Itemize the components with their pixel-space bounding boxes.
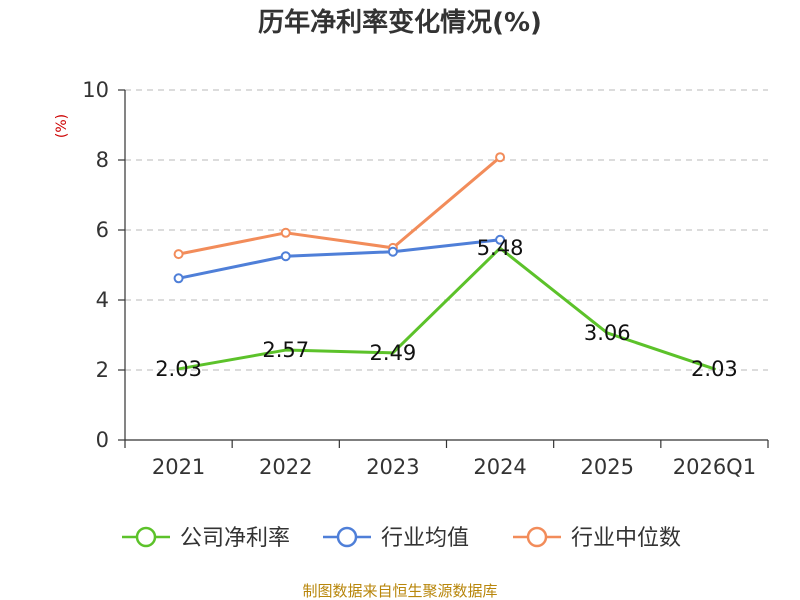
- x-tick-label: 2026Q1: [673, 455, 756, 479]
- series-point-1: [280, 251, 291, 262]
- source-note: 制图数据来自恒生聚源数据库: [302, 582, 497, 600]
- grid-lines: [125, 89, 768, 371]
- y-tick-label: 2: [96, 358, 109, 382]
- series-point-1: [387, 246, 398, 257]
- legend: 公司净利率 行业均值 行业中位数: [122, 526, 681, 551]
- x-tick-label: 2024: [473, 455, 526, 479]
- chart-title: 历年净利率变化情况(%): [258, 7, 542, 38]
- data-labels: 2.03 2.57 2.49 5.48 3.06 2.03: [155, 236, 738, 381]
- data-label: 2.49: [370, 341, 417, 365]
- legend-label: 公司净利率: [180, 526, 290, 551]
- series-point-2: [495, 152, 506, 163]
- y-tick-label: 6: [96, 218, 109, 242]
- series-point-2: [173, 249, 184, 260]
- series-point-1: [495, 234, 506, 245]
- data-label: 5.48: [477, 236, 524, 260]
- legend-marker: [336, 526, 358, 548]
- data-label: 2.03: [691, 357, 738, 381]
- y-axis-unit: (%): [54, 114, 70, 138]
- legend-marker: [526, 526, 548, 548]
- series-point-1: [173, 273, 184, 284]
- series-line-1: [177, 238, 502, 280]
- y-tick-label: 4: [96, 288, 109, 312]
- data-label: 3.06: [584, 321, 631, 345]
- data-label: 2.57: [262, 338, 309, 362]
- x-tick-labels: 2021 2022 2023 2024 2025 2026Q1: [152, 455, 756, 479]
- data-label: 2.03: [155, 357, 202, 381]
- legend-marker: [135, 526, 157, 548]
- y-tick-labels: 0 2 4 6 8 10: [82, 78, 109, 452]
- axes: [118, 89, 769, 448]
- series-line-2: [177, 155, 502, 256]
- y-tick-label: 8: [96, 148, 109, 172]
- y-tick-label: 0: [96, 428, 109, 452]
- legend-label: 行业均值: [381, 526, 469, 551]
- x-tick-label: 2025: [581, 455, 634, 479]
- series-group: [173, 152, 716, 371]
- y-tick-label: 10: [82, 78, 109, 102]
- x-tick-label: 2023: [366, 455, 419, 479]
- legend-label: 行业中位数: [571, 526, 681, 551]
- series-point-2: [280, 227, 291, 238]
- series-line-0: [177, 246, 716, 371]
- x-tick-label: 2022: [259, 455, 312, 479]
- x-tick-label: 2021: [152, 455, 205, 479]
